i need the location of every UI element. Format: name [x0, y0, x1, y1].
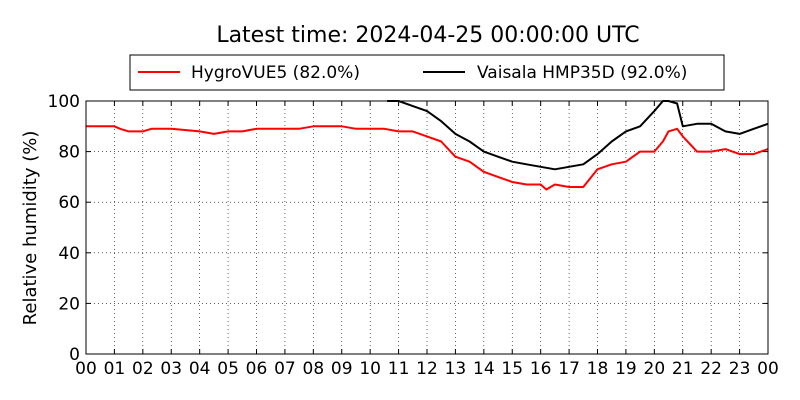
- x-tick-label: 15: [501, 359, 523, 379]
- x-tick-label: 04: [189, 359, 211, 379]
- legend-label: Vaisala HMP35D (92.0%): [477, 63, 687, 83]
- x-tick-label: 06: [246, 359, 268, 379]
- y-tick-label: 0: [69, 345, 80, 365]
- x-tick-label: 17: [558, 359, 580, 379]
- x-tick-label: 02: [132, 359, 154, 379]
- y-tick-label: 20: [58, 294, 80, 314]
- x-tick-label: 20: [644, 359, 666, 379]
- x-tick-label: 01: [104, 359, 126, 379]
- series-line: [86, 125, 769, 191]
- x-tick-label: 11: [388, 359, 410, 379]
- x-tick-label: 23: [729, 359, 751, 379]
- x-tick-label: 07: [274, 359, 296, 379]
- x-tick-label: 03: [160, 359, 182, 379]
- y-axis-label: Relative humidity (%): [20, 131, 41, 326]
- y-tick-label: 40: [58, 244, 80, 264]
- x-tick-label: 08: [303, 359, 325, 379]
- grid-lines: [86, 101, 768, 354]
- x-tick-label: 10: [359, 359, 381, 379]
- x-tick-label: 21: [672, 359, 694, 379]
- chart-legend: HygroVUE5 (82.0%) Vaisala HMP35D (92.0%): [129, 54, 725, 91]
- series-layer: [86, 100, 769, 191]
- x-tick-label: 19: [615, 359, 637, 379]
- y-tick-label: 80: [58, 143, 80, 163]
- x-tick-label: 13: [445, 359, 467, 379]
- axis-ticks: 00 01 02 03 04 05 06 07 08 09 10 11 12 13 14 15 16 17 18 19…: [48, 92, 779, 379]
- x-tick-label: 22: [700, 359, 722, 379]
- x-tick-label: 16: [530, 359, 552, 379]
- x-tick-label: 00: [757, 359, 779, 379]
- legend-label: HygroVUE5 (82.0%): [191, 63, 360, 83]
- series-line: [387, 100, 769, 171]
- y-tick-label: 60: [58, 193, 80, 213]
- x-tick-label: 12: [416, 359, 438, 379]
- x-tick-label: 09: [331, 359, 353, 379]
- plot-frame: [85, 100, 769, 355]
- x-tick-label: 05: [217, 359, 239, 379]
- x-tick-label: 14: [473, 359, 495, 379]
- x-tick-label: 18: [587, 359, 609, 379]
- chart-title: Latest time: 2024-04-25 00:00:00 UTC: [216, 23, 639, 48]
- y-tick-label: 100: [48, 92, 80, 112]
- x-tick-label: 00: [75, 359, 97, 379]
